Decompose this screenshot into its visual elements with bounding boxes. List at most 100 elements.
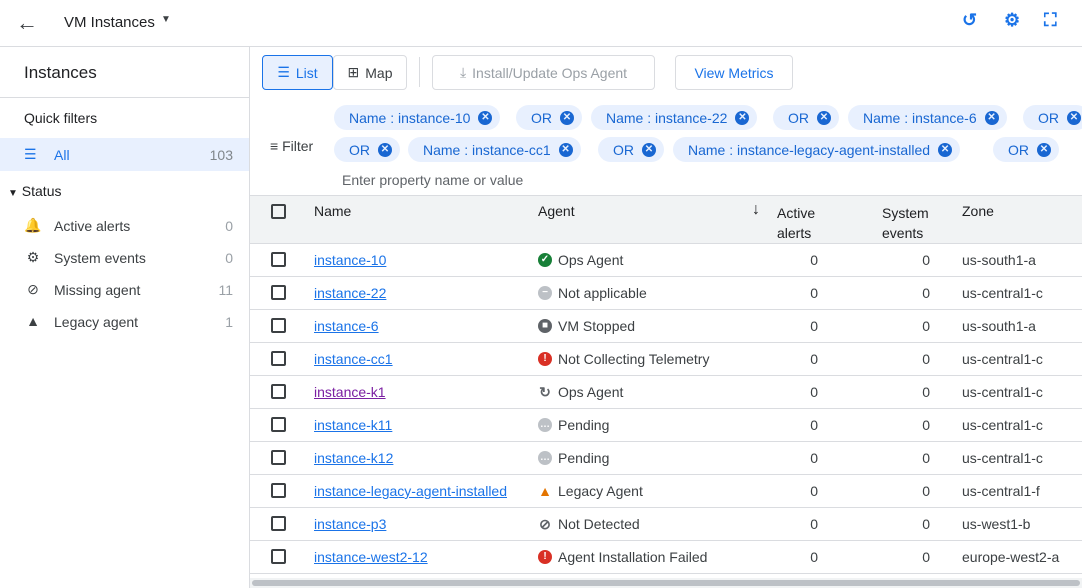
block-icon: ⊘ <box>27 281 39 297</box>
remove-chip-icon[interactable]: ✕ <box>1037 142 1051 157</box>
agent-status: ! Agent Installation Failed <box>538 549 707 565</box>
instance-link[interactable]: instance-22 <box>314 285 387 301</box>
sidebar-item-count: 103 <box>209 147 233 163</box>
history-search-icon[interactable]: ↺ <box>962 10 978 30</box>
list-view-button[interactable]: ☰ List <box>262 55 333 90</box>
agent-status: ▲ Legacy Agent <box>538 483 643 499</box>
sidebar-item-all[interactable]: ☰ All 103 <box>0 138 249 171</box>
table-row: instance-legacy-agent-installed ▲ Legacy … <box>250 475 1082 508</box>
remove-chip-icon[interactable]: ✕ <box>478 110 493 125</box>
instance-link[interactable]: instance-cc1 <box>314 351 393 367</box>
row-checkbox[interactable] <box>271 252 286 267</box>
chip-label: Name : instance-6 <box>863 109 977 126</box>
instance-link[interactable]: instance-legacy-agent-installed <box>314 483 507 499</box>
active-alerts-count: 0 <box>810 285 818 301</box>
remove-chip-icon[interactable]: ✕ <box>938 142 953 157</box>
row-checkbox[interactable] <box>271 417 286 432</box>
sidebar-item-active-alerts[interactable]: 🔔 Active alerts 0 <box>0 210 249 242</box>
sidebar-item-legacy-agent[interactable]: ▲ Legacy agent 1 <box>0 306 249 338</box>
check-circle-icon: ✓ <box>538 253 552 267</box>
column-system-events[interactable]: System events <box>882 203 929 243</box>
remove-chip-icon[interactable]: ✕ <box>984 110 999 125</box>
filter-input[interactable]: Enter property name or value <box>342 172 524 188</box>
agent-status: ✓ Ops Agent <box>538 252 623 268</box>
error-icon: ! <box>538 550 552 564</box>
view-metrics-button[interactable]: View Metrics <box>675 55 793 90</box>
remove-chip-icon[interactable]: ✕ <box>817 110 831 125</box>
remove-chip-icon[interactable]: ✕ <box>642 142 656 157</box>
row-checkbox[interactable] <box>271 483 286 498</box>
fullscreen-icon[interactable]: ⛶ <box>1044 10 1057 30</box>
table-row: instance-k1 ↻ Ops Agent 0 0 us-central1-c <box>250 376 1082 409</box>
caret-down-icon[interactable]: ▼ <box>161 14 171 25</box>
horizontal-scrollbar[interactable] <box>250 578 1082 588</box>
agent-status: − Not applicable <box>538 285 647 301</box>
filter-chip[interactable]: Name : instance-10 ✕ <box>334 105 501 130</box>
remove-chip-icon[interactable]: ✕ <box>560 110 574 125</box>
filter-chip[interactable]: OR ✕ <box>993 137 1059 162</box>
column-name[interactable]: Name <box>314 203 352 219</box>
back-arrow-icon[interactable]: ← <box>16 10 38 35</box>
filter-label[interactable]: ≡ Filter <box>270 138 313 154</box>
agent-status: ! Not Collecting Telemetry <box>538 351 709 367</box>
filter-chip[interactable]: Name : instance-22 ✕ <box>591 105 758 130</box>
row-checkbox[interactable] <box>271 384 286 399</box>
warning-icon: ▲ <box>26 313 40 329</box>
table-row: instance-22 − Not applicable 0 0 us-centr… <box>250 277 1082 310</box>
instance-link[interactable]: instance-6 <box>314 318 379 334</box>
agent-label: Ops Agent <box>558 384 624 400</box>
chip-label: Name : instance-legacy-agent-installed <box>688 141 931 158</box>
column-agent[interactable]: Agent <box>538 203 575 219</box>
row-checkbox[interactable] <box>271 516 286 531</box>
instance-link[interactable]: instance-west2-12 <box>314 549 428 565</box>
row-checkbox[interactable] <box>271 285 286 300</box>
filter-chip[interactable]: OR ✕ <box>516 105 582 130</box>
sidebar-item-missing-agent[interactable]: ⊘ Missing agent 11 <box>0 274 249 306</box>
remove-chip-icon[interactable]: ✕ <box>1067 110 1081 125</box>
system-events-count: 0 <box>922 417 930 433</box>
gear-icon[interactable]: ⚙ <box>1004 10 1021 30</box>
row-checkbox[interactable] <box>271 318 286 333</box>
sidebar-item-system-events[interactable]: ⚙ System events 0 <box>0 242 249 274</box>
scrollbar-thumb[interactable] <box>252 580 1080 586</box>
remove-chip-icon[interactable]: ✕ <box>558 142 573 157</box>
chip-label: OR <box>613 141 634 158</box>
filter-chip[interactable]: OR ✕ <box>334 137 400 162</box>
filter-chip[interactable]: Name : instance-legacy-agent-installed ✕ <box>673 137 961 162</box>
instance-link[interactable]: instance-k12 <box>314 450 394 466</box>
agent-label: Pending <box>558 417 610 433</box>
chip-label: OR <box>349 141 370 158</box>
column-zone[interactable]: Zone <box>962 203 994 219</box>
instance-link[interactable]: instance-10 <box>314 252 387 268</box>
filter-text: Filter <box>282 138 314 154</box>
zone: us-south1-a <box>962 252 1036 268</box>
sidebar: Instances Quick filters ☰ All 103 ▼ Stat… <box>0 47 250 588</box>
chip-label: OR <box>1008 141 1029 158</box>
sidebar-item-count: 0 <box>225 218 233 234</box>
select-all-checkbox[interactable] <box>271 204 286 219</box>
filter-chip[interactable]: OR ✕ <box>1023 105 1082 130</box>
sidebar-item-count: 0 <box>225 250 233 266</box>
column-active-alerts[interactable]: Active alerts <box>777 203 815 243</box>
instance-link[interactable]: instance-k1 <box>314 384 386 400</box>
instance-link[interactable]: instance-k11 <box>314 417 393 433</box>
system-events-count: 0 <box>922 549 930 565</box>
system-events-count: 0 <box>922 384 930 400</box>
top-bar: ← VM Instances ▼ ↺ ⚙ ⛶ <box>0 0 1082 47</box>
row-checkbox[interactable] <box>271 450 286 465</box>
row-checkbox[interactable] <box>271 351 286 366</box>
filter-chip[interactable]: Name : instance-cc1 ✕ <box>408 137 581 162</box>
map-view-button[interactable]: ⊞ Map <box>333 55 407 90</box>
instance-link[interactable]: instance-p3 <box>314 516 387 532</box>
filter-chip[interactable]: OR ✕ <box>598 137 664 162</box>
page-title[interactable]: VM Instances <box>64 14 155 31</box>
status-section-toggle[interactable]: ▼ Status <box>8 183 62 199</box>
system-events-count: 0 <box>922 318 930 334</box>
sort-descending-icon[interactable]: ↓ <box>752 201 760 218</box>
remove-chip-icon[interactable]: ✕ <box>378 142 392 157</box>
filter-chip[interactable]: Name : instance-6 ✕ <box>848 105 1007 130</box>
install-ops-agent-button[interactable]: ⤓ Install/Update Ops Agent <box>432 55 655 90</box>
row-checkbox[interactable] <box>271 549 286 564</box>
remove-chip-icon[interactable]: ✕ <box>735 110 750 125</box>
filter-chip[interactable]: OR ✕ <box>773 105 839 130</box>
